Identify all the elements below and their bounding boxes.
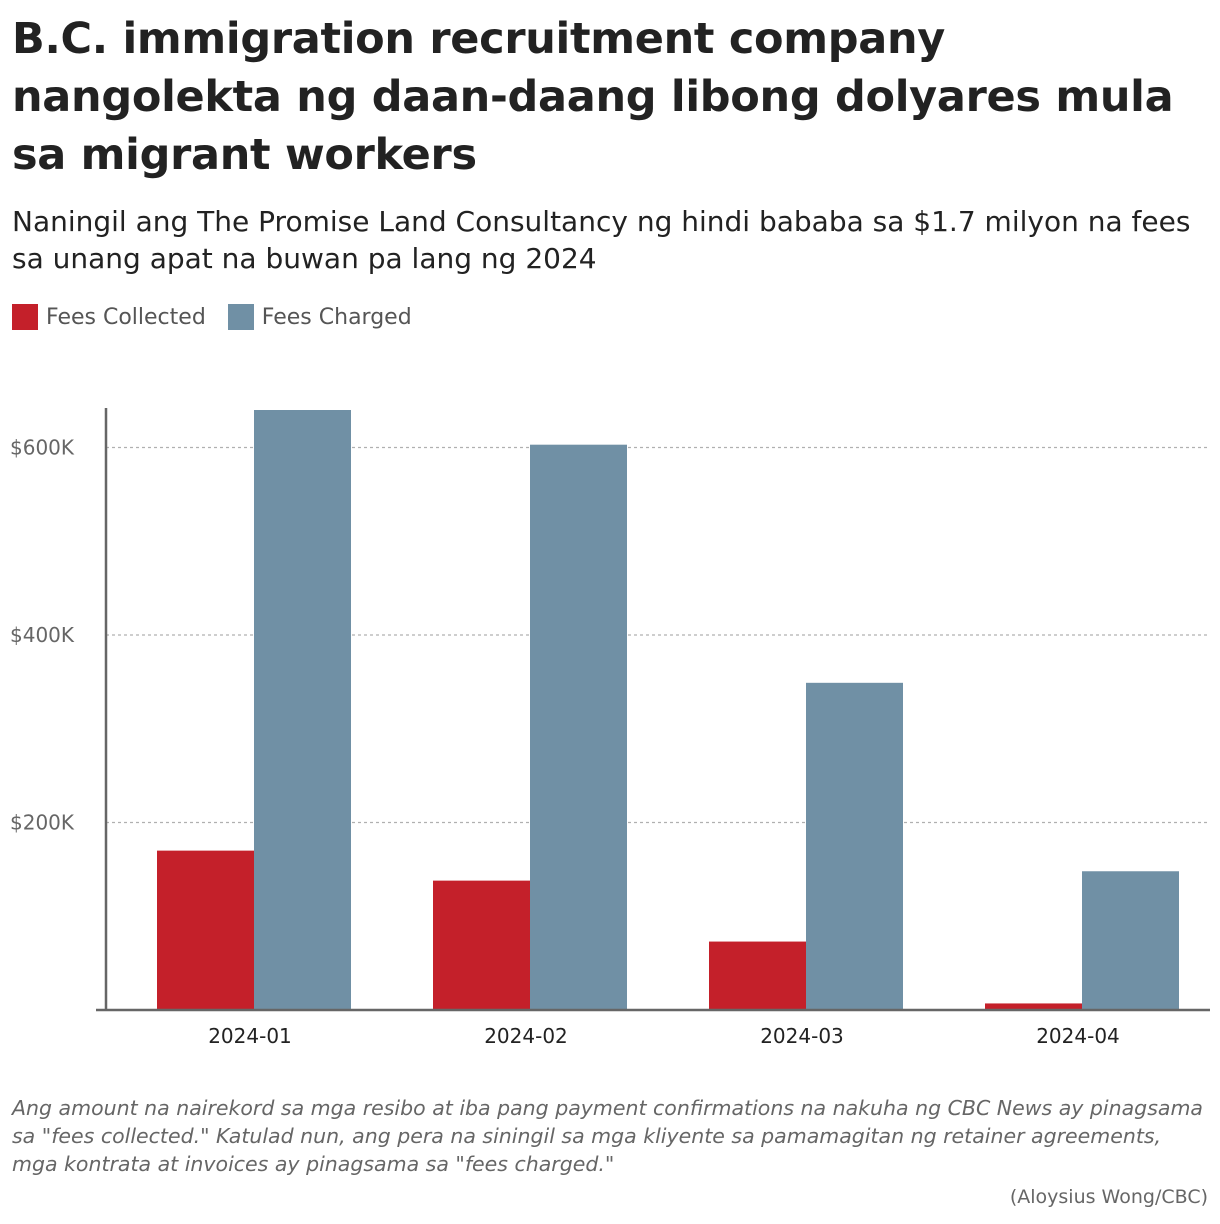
chart-note: Ang amount na nairekord sa mga resibo at… — [12, 1096, 1203, 1176]
y-tick-label-0: $200K — [10, 811, 75, 835]
y-tick-label-1: $400K — [10, 623, 75, 647]
legend-label-fees-charged: Fees Charged — [261, 304, 412, 330]
x-tick-label-2024-04: 2024-04 — [1036, 1024, 1120, 1048]
legend-swatch-fees-collected — [12, 304, 38, 330]
chart-title: B.C. immigration recruitment company nan… — [12, 14, 1174, 180]
bar-fees-charged-2024-03 — [806, 682, 903, 1010]
axis-labels: $200K $400K $600K 2024-01 2024-02 2024-03 2024… — [10, 436, 1120, 1049]
bar-fees-charged-2024-01 — [254, 410, 351, 1010]
legend-item-fees-collected: Fees Collected — [12, 304, 206, 330]
bar-chart: $200K $400K $600K 2024-01 2024-02 2024-03 2024… — [10, 408, 1210, 1049]
legend-swatch-fees-charged — [227, 304, 254, 330]
bar-fees-charged-2024-04 — [1082, 871, 1179, 1010]
chart-credit: (Aloysius Wong/CBC) — [1009, 1186, 1208, 1208]
x-tick-label-2024-03: 2024-03 — [760, 1024, 844, 1048]
bar-fees-collected-2024-02 — [433, 880, 530, 1010]
bar-fees-collected-2024-04 — [985, 1003, 1082, 1010]
legend-item-fees-charged: Fees Charged — [227, 304, 412, 330]
gridlines — [106, 446, 1210, 824]
legend-label-fees-collected: Fees Collected — [46, 304, 206, 330]
y-tick-label-2: $600K — [10, 436, 75, 460]
legend: Fees Collected Fees Charged — [12, 302, 434, 332]
axes — [96, 408, 1210, 1012]
bar-fees-charged-2024-02 — [530, 444, 627, 1010]
bar-fees-collected-2024-03 — [709, 941, 806, 1010]
bars — [157, 410, 1179, 1010]
bar-fees-collected-2024-01 — [157, 850, 254, 1010]
chart-subtitle: Naningil ang The Promise Land Consultanc… — [12, 205, 1191, 275]
x-tick-label-2024-02: 2024-02 — [484, 1024, 568, 1048]
x-tick-label-2024-01: 2024-01 — [208, 1024, 292, 1048]
